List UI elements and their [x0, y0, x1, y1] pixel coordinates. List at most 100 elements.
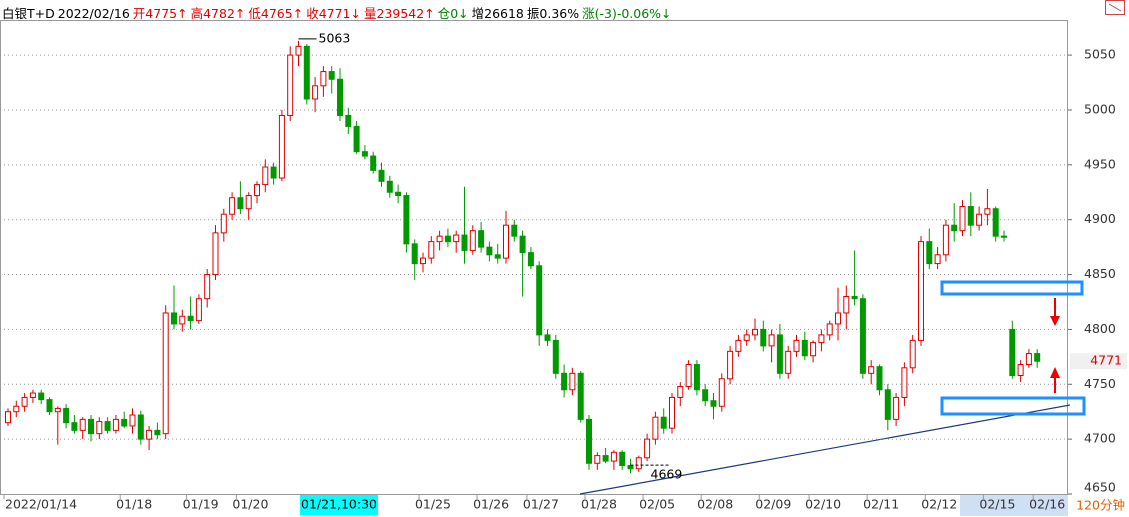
candle-body: [270, 166, 277, 179]
candle-body: [46, 399, 53, 413]
header-item: 低4765↑: [248, 6, 304, 21]
candle-body: [909, 339, 916, 369]
x-tick-label: 01/28: [581, 497, 617, 512]
x-tick-label: 02/10: [805, 497, 841, 512]
candle-body: [577, 372, 584, 420]
candle-body: [519, 235, 526, 254]
support-box: [940, 396, 1086, 416]
candle-body: [378, 169, 385, 182]
candle-body: [71, 422, 78, 431]
candle-body: [278, 114, 285, 179]
candle-body: [287, 54, 294, 116]
candle-body: [469, 230, 476, 251]
x-tick-label: 01/27: [523, 497, 559, 512]
candle-body: [552, 339, 559, 374]
candle-body: [785, 350, 792, 374]
candle-body: [677, 385, 684, 398]
candle-body: [644, 438, 651, 459]
candle-body: [602, 455, 609, 462]
candle-body: [503, 224, 509, 259]
y-tick-label: 4700: [1084, 431, 1116, 446]
candle-body: [428, 241, 435, 259]
down-arrow-head: [1050, 316, 1060, 326]
x-tick-label: 2022/01/14: [5, 497, 77, 512]
plot-frame: [0, 20, 1068, 495]
candle-body: [104, 421, 111, 431]
candle-body: [826, 323, 833, 336]
candle-body: [137, 414, 144, 440]
candle-body: [843, 296, 850, 314]
y-tick-label: 4800: [1084, 321, 1116, 336]
candle-body: [652, 416, 659, 440]
candle-body: [1017, 364, 1024, 376]
candle-body: [262, 166, 269, 186]
candle-body: [38, 392, 45, 401]
candle-body: [112, 418, 119, 431]
x-tick-label: 01/19: [183, 497, 219, 512]
candle-body: [876, 366, 883, 391]
candle-body: [96, 421, 103, 435]
x-tick-label: 02/15: [979, 497, 1015, 512]
candle-body: [776, 334, 783, 374]
candle-body: [212, 232, 219, 276]
candle-body: [976, 213, 983, 226]
resistance-box: [940, 280, 1084, 296]
header-item: 收4771↓: [306, 6, 361, 21]
candle-body: [337, 78, 343, 116]
candle-body: [395, 191, 402, 197]
candle-body: [835, 312, 841, 325]
candle-body: [727, 350, 734, 380]
header-item: 仓0↓: [437, 6, 469, 21]
candle-body: [760, 328, 767, 347]
cursor-label: 01/21,10:30: [301, 497, 377, 512]
header-item: 高4782↑: [190, 6, 246, 21]
candle-body: [511, 224, 518, 237]
y-tick-label: 4900: [1084, 211, 1116, 226]
candle-body: [386, 180, 393, 193]
candle-body: [320, 71, 327, 87]
y-tick-label: 5050: [1084, 47, 1116, 62]
candle-body: [818, 334, 825, 344]
candle-body: [204, 274, 211, 300]
candle-body: [868, 366, 875, 374]
candle-body: [353, 125, 360, 153]
candle-body: [594, 455, 601, 464]
candle-body: [162, 312, 169, 435]
y-tick-label: 4650: [1084, 480, 1116, 495]
candle-body: [79, 418, 86, 431]
candle-body: [494, 254, 501, 259]
candle-body: [685, 364, 692, 387]
candle-body: [1009, 328, 1016, 376]
candle-body: [195, 298, 202, 322]
candle-body: [893, 396, 900, 420]
candle-body: [635, 457, 642, 470]
x-tick-label: 01/25: [415, 497, 451, 512]
candle-body: [303, 45, 310, 100]
candle-body: [21, 396, 28, 407]
y-tick-label: 4950: [1084, 156, 1116, 171]
candle-body: [561, 372, 568, 391]
x-tick-label: 02/09: [755, 497, 791, 512]
header-item: 涨(-3)-0.06%↓: [582, 6, 672, 21]
candle-body: [851, 296, 858, 300]
header-item: 振0.36%: [526, 6, 580, 21]
candle-body: [967, 206, 974, 226]
candle-body: [1001, 235, 1007, 238]
candle-body: [220, 213, 227, 234]
candle-body: [179, 315, 186, 325]
up-arrow-head: [1050, 367, 1060, 378]
header-item: 开4775↑: [132, 6, 188, 21]
candle-body: [710, 400, 717, 407]
candle-body: [1034, 353, 1041, 362]
candle-body: [959, 206, 966, 232]
cursor-box: [300, 495, 378, 515]
candle-body: [146, 429, 153, 440]
axis-highlight: [960, 495, 1068, 516]
y-tick-label: 4750: [1084, 376, 1116, 391]
x-tick-label: 02/08: [697, 497, 733, 512]
candle-body: [569, 372, 576, 391]
candle-body: [63, 407, 70, 424]
candle-body: [586, 418, 592, 464]
candle-body: [884, 389, 891, 420]
